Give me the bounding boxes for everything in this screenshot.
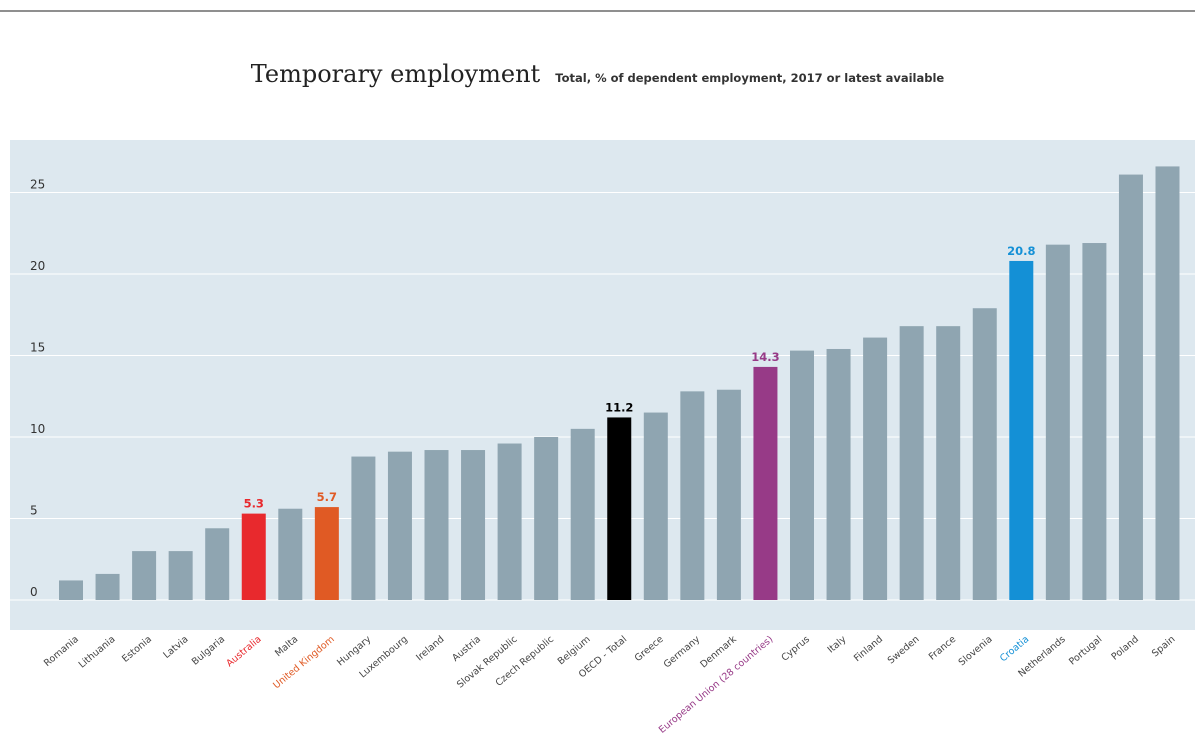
bar-greece [643, 412, 668, 600]
y-tick-label-15: 15 [30, 341, 45, 355]
chart-title: Temporary employment [250, 60, 541, 88]
x-tick-label-italy: Italy [826, 634, 849, 656]
bar-sweden [899, 326, 924, 600]
x-tick-label-france: France [927, 634, 958, 663]
bar-portugal [1082, 243, 1107, 600]
x-tick-label-portugal: Portugal [1067, 634, 1104, 668]
y-tick-label-0: 0 [30, 585, 38, 599]
x-tick-label-spain: Spain [1150, 634, 1177, 659]
bar-denmark [716, 389, 741, 600]
data-label-oecd-total: 11.2 [605, 400, 633, 414]
x-tick-label-romania: Romania [42, 634, 81, 669]
bar-france [936, 326, 961, 600]
x-tick-label-germany: Germany [662, 634, 703, 671]
x-tick-label-united-kingdom: United Kingdom [271, 634, 336, 691]
y-tick-label-25: 25 [30, 178, 45, 192]
y-tick-label-5: 5 [30, 504, 38, 518]
data-label-croatia: 20.8 [1007, 244, 1035, 258]
x-tick-label-malta: Malta [273, 634, 300, 659]
x-tick-label-australia: Australia [224, 634, 263, 669]
bar-croatia [1009, 260, 1034, 600]
bar-germany [680, 391, 705, 600]
y-tick-label-20: 20 [30, 259, 45, 273]
bar-united-kingdom [314, 507, 339, 600]
bar-australia [241, 513, 266, 600]
x-tick-label-cyprus: Cyprus [779, 634, 812, 664]
data-label-australia: 5.3 [244, 497, 264, 511]
bar-slovak-republic [497, 443, 522, 600]
x-tick-label-ireland: Ireland [414, 634, 446, 664]
x-tick-label-lithuania: Lithuania [77, 634, 118, 671]
x-tick-label-austria: Austria [450, 634, 483, 664]
bar-netherlands [1045, 244, 1070, 600]
chart-header: Temporary employment Total, % of depende… [0, 60, 1195, 88]
x-tick-label-croatia: Croatia [998, 634, 1031, 664]
bar-slovenia [972, 308, 997, 600]
x-tick-label-finland: Finland [852, 634, 885, 664]
data-label-european-union-28-countries: 14.3 [751, 350, 779, 364]
x-tick-label-estonia: Estonia [120, 634, 154, 665]
x-tick-label-latvia: Latvia [161, 634, 190, 661]
y-tick-label-10: 10 [30, 422, 45, 436]
bar-ireland [424, 450, 449, 600]
data-label-united-kingdom: 5.7 [317, 490, 337, 504]
bar-spain [1155, 166, 1180, 601]
bar-belgium [570, 428, 595, 600]
x-tick-label-bulgaria: Bulgaria [190, 634, 227, 668]
bar-finland [863, 337, 888, 600]
bar-hungary [351, 456, 376, 600]
x-tick-label-greece: Greece [633, 634, 666, 664]
bar-romania [59, 580, 83, 600]
bar-cyprus [790, 350, 814, 600]
top-rule [0, 10, 1195, 12]
x-tick-label-sweden: Sweden [886, 634, 922, 667]
bar-poland [1118, 174, 1143, 600]
bar-latvia [168, 551, 193, 600]
bar-luxembourg [387, 451, 412, 600]
bar-austria [461, 450, 486, 600]
bar-bulgaria [205, 528, 230, 600]
chart-subtitle: Total, % of dependent employment, 2017 o… [555, 71, 945, 85]
bar-oecd-total [607, 417, 632, 600]
bar-malta [278, 508, 303, 600]
bar-european-union-28-countries [753, 366, 778, 600]
bar-lithuania [95, 573, 120, 600]
bar-italy [826, 348, 851, 600]
x-tick-label-poland: Poland [1110, 634, 1141, 663]
x-tick-label-slovenia: Slovenia [957, 634, 995, 668]
bar-czech-republic [534, 437, 559, 600]
bar-estonia [132, 551, 157, 600]
